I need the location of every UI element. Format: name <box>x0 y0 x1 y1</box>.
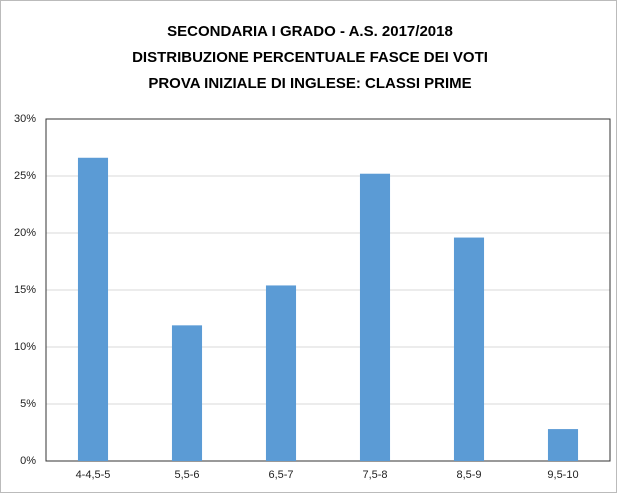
chart-title: SECONDARIA I GRADO - A.S. 2017/2018 <box>167 23 453 40</box>
bar <box>171 325 203 461</box>
x-tick-label: 6,5-7 <box>268 469 293 481</box>
y-tick-label: 20% <box>14 227 36 239</box>
chart-title: DISTRIBUZIONE PERCENTUALE FASCE DEI VOTI <box>132 49 488 66</box>
chart-title: PROVA INIZIALE DI INGLESE: CLASSI PRIME <box>148 75 471 92</box>
plot-frame <box>45 118 611 462</box>
x-tick-label: 9,5-10 <box>547 469 578 481</box>
y-tick-label: 15% <box>14 284 36 296</box>
y-tick-label: 0% <box>20 455 36 467</box>
x-tick-label: 7,5-8 <box>362 469 387 481</box>
y-tick-label: 5% <box>20 398 36 410</box>
x-tick-label: 8,5-9 <box>456 469 481 481</box>
bar <box>453 237 485 461</box>
bar <box>359 173 391 461</box>
x-tick-label: 5,5-6 <box>174 469 199 481</box>
bar <box>547 429 579 461</box>
y-tick-label: 10% <box>14 341 36 353</box>
bar <box>265 285 297 461</box>
y-tick-label: 25% <box>14 170 36 182</box>
y-tick-label: 30% <box>14 113 36 125</box>
bar <box>77 157 109 461</box>
x-tick-label: 4-4,5-5 <box>76 469 111 481</box>
